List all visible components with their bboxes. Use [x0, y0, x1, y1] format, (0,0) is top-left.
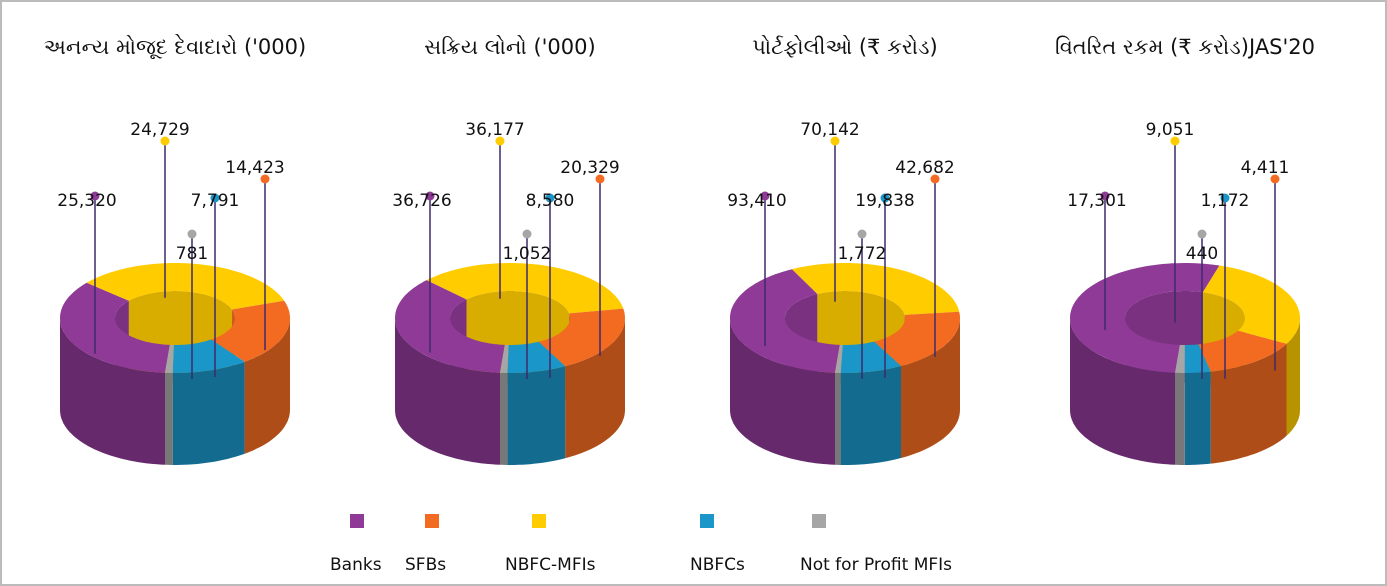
leader-dot — [260, 174, 270, 184]
leader-dot — [830, 136, 840, 146]
slice-side — [507, 366, 566, 465]
legend-swatch — [350, 514, 364, 528]
value-label: 17,301 — [1067, 191, 1126, 211]
slice — [172, 339, 245, 373]
slice — [60, 282, 170, 373]
leader-dot — [90, 191, 100, 201]
value-label: 1,772 — [838, 244, 887, 264]
leader-dot — [1170, 136, 1180, 146]
value-label: 20,329 — [560, 158, 619, 178]
chart-title: અનન્ય મોજૂદ દેવાદારો ('000) — [44, 34, 306, 59]
leader-dot — [857, 229, 867, 239]
legend-label: NBFCs — [690, 555, 745, 575]
value-label: 14,423 — [225, 158, 284, 178]
value-label: 1,052 — [503, 244, 552, 264]
slice — [1175, 344, 1185, 373]
slice-side — [1286, 318, 1300, 436]
slice-side — [1175, 372, 1185, 465]
chart-title: સક્રિય લોનો ('000) — [424, 35, 595, 59]
leader-dot — [522, 229, 532, 239]
slice-side — [901, 318, 960, 458]
leader-dot — [930, 174, 940, 184]
slice-side — [172, 361, 245, 465]
slice-side — [730, 318, 835, 465]
leader-dot — [495, 136, 505, 146]
legend-label: Not for Profit MFIs — [800, 555, 952, 575]
slice — [1198, 330, 1287, 372]
chart-title: વિતરિત રકમ (₹ કરોડ)JAS'20 — [1055, 35, 1315, 59]
slice — [730, 269, 840, 373]
leader-dot — [160, 136, 170, 146]
legend-swatch — [812, 514, 826, 528]
value-label: 8,580 — [526, 191, 575, 211]
leader-dot — [210, 193, 220, 203]
slice-side — [565, 318, 625, 459]
value-label: 7,791 — [191, 191, 240, 211]
slice — [538, 308, 625, 367]
legend-swatch — [532, 514, 546, 528]
slice-side — [500, 372, 508, 465]
value-label: 36,726 — [392, 191, 451, 211]
slice — [840, 341, 901, 373]
leader-dot — [1270, 174, 1280, 184]
slice-side — [1070, 318, 1175, 465]
slice-side — [395, 318, 500, 465]
slice — [86, 263, 285, 310]
leader-dot — [187, 229, 197, 239]
slice-side — [165, 372, 173, 465]
slice — [792, 263, 960, 315]
value-label: 42,682 — [895, 158, 954, 178]
slice-side — [1210, 343, 1287, 464]
slice — [395, 280, 505, 373]
leader-dot — [545, 193, 555, 203]
slice-side — [835, 372, 841, 465]
leader-dot — [1100, 191, 1110, 201]
slice — [1184, 344, 1211, 373]
leader-dot — [1220, 193, 1230, 203]
slice — [426, 263, 624, 314]
value-label: 440 — [1186, 244, 1218, 264]
value-label: 25,320 — [57, 191, 116, 211]
slice — [874, 311, 960, 366]
slice — [500, 344, 509, 373]
value-label: 36,177 — [465, 120, 524, 140]
slice-side — [244, 318, 290, 454]
legend-label: Banks — [330, 555, 382, 575]
leader-dot — [880, 193, 890, 203]
value-label: 4,411 — [1241, 158, 1290, 178]
value-label: 1,172 — [1201, 191, 1250, 211]
value-label: 9,051 — [1146, 120, 1195, 140]
value-label: 24,729 — [130, 120, 189, 140]
legend-swatch — [700, 514, 714, 528]
value-label: 93,410 — [727, 191, 786, 211]
slice — [211, 300, 290, 362]
leader-dot — [425, 191, 435, 201]
legend-label: SFBs — [405, 555, 446, 575]
value-label: 19,838 — [855, 191, 914, 211]
slice-side — [60, 318, 165, 465]
slice-side — [840, 366, 901, 465]
slice — [165, 344, 174, 373]
chart-title: પોર્ટફોલીઓ (₹ કરોડ) — [752, 35, 938, 59]
value-label: 70,142 — [800, 120, 859, 140]
slice — [835, 344, 843, 373]
legend-label: NBFC-MFIs — [505, 555, 596, 575]
legend-swatch — [425, 514, 439, 528]
leader-dot — [595, 174, 605, 184]
leader-dot — [760, 191, 770, 201]
slice — [1070, 263, 1220, 373]
leader-dot — [1197, 229, 1207, 239]
slice-side — [1184, 371, 1211, 465]
value-label: 781 — [176, 244, 208, 264]
